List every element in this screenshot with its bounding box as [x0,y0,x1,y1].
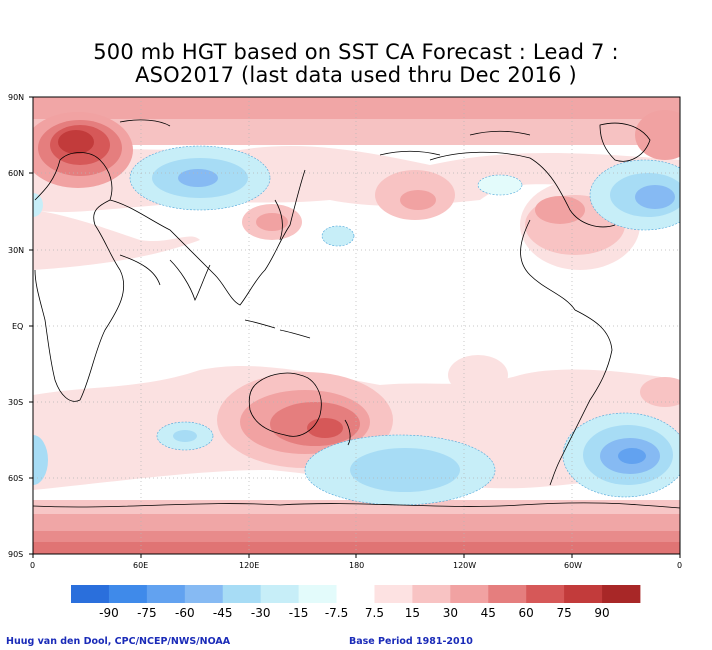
colorbar-label: -75 [137,606,157,620]
colorbar-swatch [260,585,299,603]
colorbar-label: -60 [175,606,195,620]
coastlines [33,119,680,509]
y-tick-90n: 90N [8,93,24,102]
colorbar-swatch [412,585,451,603]
x-tick-60e: 60E [133,561,148,570]
colorbar-swatch [184,585,224,603]
y-tick-90s: 90S [8,550,23,559]
title-line-2: ASO2017 (last data used thru Dec 2016 ) [135,63,577,87]
colorbar-swatch [336,585,375,603]
colorbar-swatch [71,585,110,603]
colorbar-label: -45 [213,606,233,620]
colorbar-swatch [526,585,565,603]
y-tick-30s: 30S [8,398,23,407]
colorbar-swatch [564,585,603,603]
x-tick-0-right: 0 [677,561,682,570]
colorbar-swatch [488,585,527,603]
colorbar-label: 45 [481,606,496,620]
colorbar-swatch [298,585,337,603]
colorbar-label: -30 [251,606,271,620]
colorbar-swatch [374,585,413,603]
x-tick-120e: 120E [239,561,259,570]
x-tick-120w: 120W [453,561,476,570]
colorbar-label: -7.5 [325,606,348,620]
colorbar-swatch [146,585,186,603]
colorbar-label: 60 [519,606,534,620]
colorbar-label: -90 [99,606,119,620]
colorbar-label: 75 [556,606,571,620]
title-line-1: 500 mb HGT based on SST CA Forecast : Le… [93,40,619,64]
colorbar-swatch [222,585,262,603]
colorbar-swatch [602,585,641,603]
y-tick-60n: 60N [8,169,24,178]
footer-author: Huug van den Dool, CPC/NCEP/NWS/NOAA [6,636,231,647]
colorbar-label: 90 [594,606,609,620]
y-tick-60s: 60S [8,474,23,483]
colorbar-swatch [450,585,489,603]
x-tick-180: 180 [349,561,364,570]
colorbar-label: 15 [405,606,420,620]
anomaly-field [33,97,680,554]
colorbar-label: 30 [443,606,458,620]
footer-base-period: Base Period 1981-2010 [349,636,473,647]
y-tick-30n: 30N [8,246,24,255]
y-tick-eq: EQ [12,322,23,331]
colorbar-label: -15 [289,606,309,620]
x-tick-60w: 60W [564,561,582,570]
x-tick-0-left: 0 [30,561,35,570]
colorbar: -90 -75 -60 -45 -30 -15 -7.5 7.5 15 30 45 60 75 90 [71,585,641,620]
colorbar-label: 7.5 [365,606,384,620]
colorbar-swatch [108,585,148,603]
